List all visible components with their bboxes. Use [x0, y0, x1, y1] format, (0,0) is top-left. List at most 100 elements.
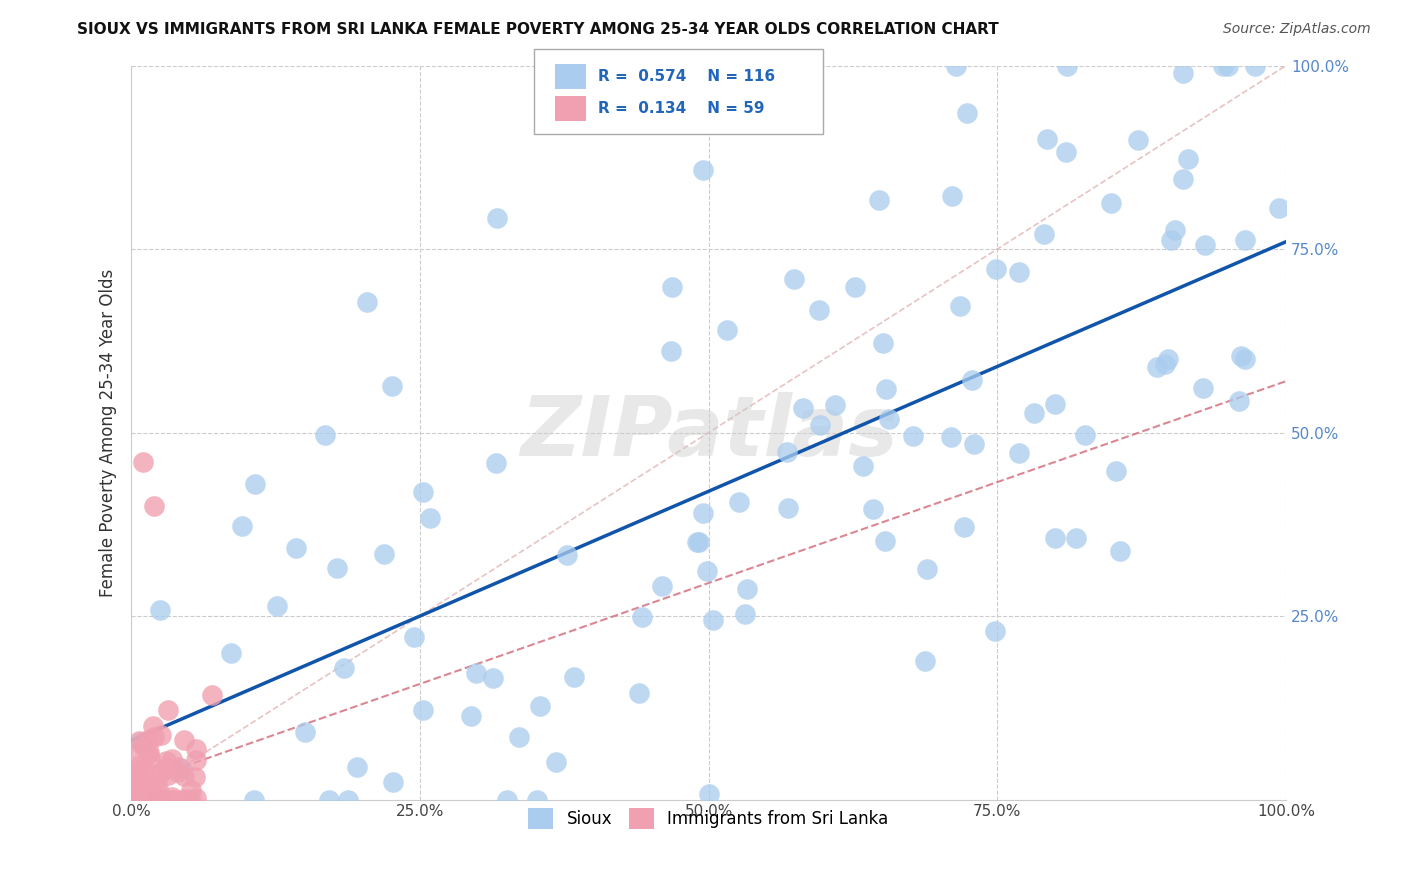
Point [1104, 464, 1126, 478]
Point [1033, 227, 1056, 241]
Point [914, 654, 936, 668]
Point [404, 630, 426, 644]
Point [688, 534, 710, 549]
Point [128, 733, 150, 747]
Point [1043, 396, 1066, 410]
Point [121, 763, 143, 777]
Point [776, 501, 799, 516]
Point [169, 761, 191, 775]
Point [145, 780, 167, 795]
Point [1109, 544, 1132, 558]
Point [1244, 59, 1267, 73]
Point [868, 193, 890, 207]
Point [176, 792, 198, 806]
Point [776, 445, 799, 459]
Point [939, 430, 962, 444]
Point [1035, 131, 1057, 145]
Point [1146, 360, 1168, 375]
Point [125, 787, 148, 801]
Point [1157, 352, 1180, 367]
Point [960, 373, 983, 387]
Point [807, 302, 830, 317]
Point [149, 766, 172, 780]
Point [685, 535, 707, 549]
Point [167, 760, 190, 774]
Point [1099, 195, 1122, 210]
Point [484, 456, 506, 470]
Point [728, 494, 751, 508]
Point [149, 792, 172, 806]
Point [142, 719, 165, 733]
Point [125, 788, 148, 802]
Point [529, 698, 551, 713]
Point [139, 766, 162, 780]
Point [1227, 393, 1250, 408]
Point [122, 780, 145, 795]
Point [564, 670, 586, 684]
Point [160, 752, 183, 766]
Text: SIOUX VS IMMIGRANTS FROM SRI LANKA FEMALE POVERTY AMONG 25-34 YEAR OLDS CORRELAT: SIOUX VS IMMIGRANTS FROM SRI LANKA FEMAL… [77, 22, 1000, 37]
Point [122, 780, 145, 795]
Point [1160, 233, 1182, 247]
Point [956, 106, 979, 120]
Point [146, 792, 169, 806]
Point [134, 739, 156, 754]
Point [659, 343, 682, 358]
Point [149, 603, 172, 617]
Text: R =  0.134    N = 59: R = 0.134 N = 59 [598, 101, 763, 116]
Point [544, 755, 567, 769]
Point [243, 476, 266, 491]
Point [219, 646, 242, 660]
Point [716, 323, 738, 337]
Point [166, 764, 188, 779]
Point [963, 437, 986, 451]
Point [243, 792, 266, 806]
Point [1177, 152, 1199, 166]
Point [135, 785, 157, 799]
Point [318, 792, 340, 806]
Text: ZIPat​las: ZIPat​las [520, 392, 897, 473]
Point [631, 610, 654, 624]
Point [131, 789, 153, 803]
Point [156, 703, 179, 717]
Legend: Sioux, Immigrants from Sri Lanka: Sioux, Immigrants from Sri Lanka [522, 802, 896, 835]
Point [1194, 238, 1216, 252]
Point [1008, 265, 1031, 279]
Point [1171, 65, 1194, 79]
Point [143, 730, 166, 744]
Point [735, 582, 758, 596]
Point [121, 786, 143, 800]
Point [129, 779, 152, 793]
Point [844, 279, 866, 293]
Point [127, 759, 149, 773]
Point [1216, 59, 1239, 73]
Point [173, 733, 195, 747]
Point [808, 418, 831, 433]
Point [651, 579, 673, 593]
Point [122, 765, 145, 780]
Point [186, 742, 208, 756]
Point [180, 792, 202, 806]
Point [231, 519, 253, 533]
Point [155, 754, 177, 768]
Point [661, 280, 683, 294]
Point [136, 733, 159, 747]
Point [132, 455, 155, 469]
Point [1022, 406, 1045, 420]
Point [1128, 133, 1150, 147]
Y-axis label: Female Poverty Among 25-34 Year Olds: Female Poverty Among 25-34 Year Olds [100, 268, 117, 597]
Point [183, 770, 205, 784]
Point [139, 751, 162, 765]
Point [872, 335, 894, 350]
Point [901, 428, 924, 442]
Point [627, 686, 650, 700]
Point [852, 458, 875, 473]
Point [132, 765, 155, 780]
Point [381, 379, 404, 393]
Point [332, 661, 354, 675]
Point [1056, 59, 1078, 73]
Point [692, 163, 714, 178]
Point [824, 398, 846, 412]
Point [127, 765, 149, 780]
Point [150, 792, 173, 806]
